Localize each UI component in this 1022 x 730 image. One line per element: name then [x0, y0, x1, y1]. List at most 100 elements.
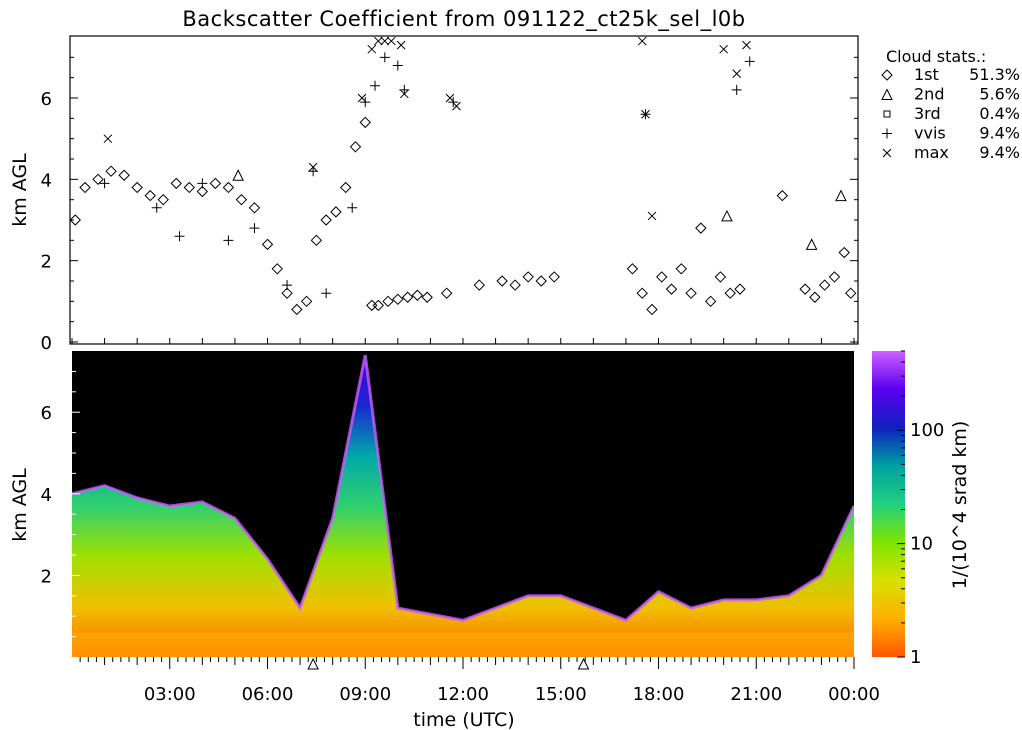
triangle-point: [805, 238, 818, 250]
diamond-point: [646, 303, 658, 316]
diamond-point: [235, 193, 248, 206]
diamond-point: [522, 271, 534, 283]
diamond-point: [535, 275, 547, 287]
diamond-point: [131, 181, 143, 194]
diamond-point: [626, 263, 639, 275]
plus-point: [249, 223, 260, 234]
cross-point: [719, 44, 729, 54]
plus-point: [99, 178, 110, 189]
diamond-point: [320, 214, 332, 226]
diamond-point: [339, 181, 352, 194]
diamond-point: [281, 287, 293, 299]
plus-point: [321, 288, 332, 299]
cloud-stats-legend: Cloud stats.: 1st 51.3% 2nd 5.6% 3rd 0.4% vvis…: [881, 47, 1020, 162]
diamond-point: [704, 295, 717, 308]
colorbar-tick-label: 1: [910, 647, 921, 668]
diamond-point: [92, 173, 104, 186]
legend-value: 9.4%: [979, 143, 1020, 162]
diamond-point: [838, 246, 850, 259]
diamond-point: [300, 295, 313, 308]
diamond-point: [183, 181, 196, 194]
cross-point: [373, 36, 383, 46]
colorbar-tick-label: 100: [910, 420, 944, 441]
diamond-point: [675, 263, 688, 275]
diamond-point: [144, 189, 156, 202]
plus-point: [448, 97, 459, 108]
cross-point: [742, 40, 751, 50]
cross-point: [882, 148, 892, 158]
colorbar-tick-label: 10: [910, 534, 933, 555]
plus-point: [308, 166, 319, 177]
diamond-point: [881, 69, 893, 81]
bottom-y-tick-label: 4: [41, 485, 52, 506]
cross-point: [396, 40, 406, 50]
legend-value: 51.3%: [969, 65, 1020, 84]
surface-markers: [307, 657, 590, 670]
bottom-y-axis-label: km AGL: [9, 468, 31, 542]
colorbar: 1 10 100 1/(10^4 srad km): [872, 350, 971, 668]
time-tick-label: 15:00: [535, 684, 587, 705]
legend-title: Cloud stats.:: [886, 47, 986, 66]
diamond-point: [157, 193, 169, 206]
diamond-point: [401, 291, 414, 303]
diamond-point: [473, 279, 485, 291]
diamond-point: [209, 177, 222, 190]
top-y-tick-label: 4: [41, 170, 52, 191]
triangle-point: [307, 657, 319, 670]
diamond-point: [69, 214, 81, 226]
legend-label: vvis: [914, 124, 946, 143]
legend-label: max: [914, 143, 949, 162]
top-y-axis: 0 2 4 6: [41, 56, 858, 354]
plus-point: [197, 178, 208, 189]
top-y-tick-label: 2: [41, 252, 52, 273]
diamond-point: [310, 234, 323, 247]
aerosol-cloud-layer: [72, 355, 854, 657]
colorbar-label: 1/(10^4 srad km): [949, 421, 971, 590]
plus-point: [370, 80, 381, 91]
bottom-y-axis: 2 4 6: [41, 370, 80, 638]
diamond-point: [776, 189, 789, 202]
plus-point: [282, 280, 293, 291]
diamond-point: [509, 279, 521, 291]
plus-point: [744, 56, 755, 67]
time-tick-label: 18:00: [633, 684, 685, 705]
plus-point: [174, 231, 185, 242]
cross-point: [103, 134, 113, 144]
chart-title: Backscatter Coefficient from 091122_ct25…: [182, 7, 745, 32]
top-y-axis-label: km AGL: [9, 153, 31, 227]
plus-point: [731, 84, 742, 95]
time-tick-label: 00:00: [828, 684, 880, 705]
diamond-point: [665, 283, 678, 295]
cross-point: [380, 36, 390, 46]
cross-point: [452, 101, 461, 111]
diamond-point: [291, 303, 303, 316]
diamond-point: [656, 271, 668, 283]
cross-point: [399, 89, 409, 99]
cloud-stats-panel: 0 2 4 6 km AGL: [9, 35, 859, 354]
diamond-point: [496, 275, 508, 287]
bottom-y-tick-label: 2: [41, 566, 52, 587]
diamond-point: [382, 295, 394, 308]
diamond-point: [818, 279, 831, 291]
diamond-point: [330, 206, 342, 218]
time-tick-label: 12:00: [437, 684, 489, 705]
triangle-point: [232, 169, 244, 181]
diamond-point: [118, 169, 130, 181]
diamond-point: [548, 271, 560, 283]
top-y-tick-label: 6: [41, 89, 52, 110]
cross-point: [637, 36, 647, 46]
plus-point: [399, 84, 410, 95]
x-axis-label: time (UTC): [413, 709, 514, 730]
diamond-point: [714, 271, 727, 283]
time-tick-label: 06:00: [242, 684, 294, 705]
diamond-point: [799, 283, 811, 295]
diamond-point: [196, 185, 209, 198]
cross-point: [367, 44, 377, 54]
top-plot-frame: [69, 35, 859, 345]
diamond-point: [809, 291, 821, 303]
square-point: [883, 110, 891, 118]
triangle-point: [835, 189, 847, 202]
plus-point: [392, 60, 403, 71]
cross-point: [308, 162, 318, 172]
diamond-point: [392, 293, 404, 306]
